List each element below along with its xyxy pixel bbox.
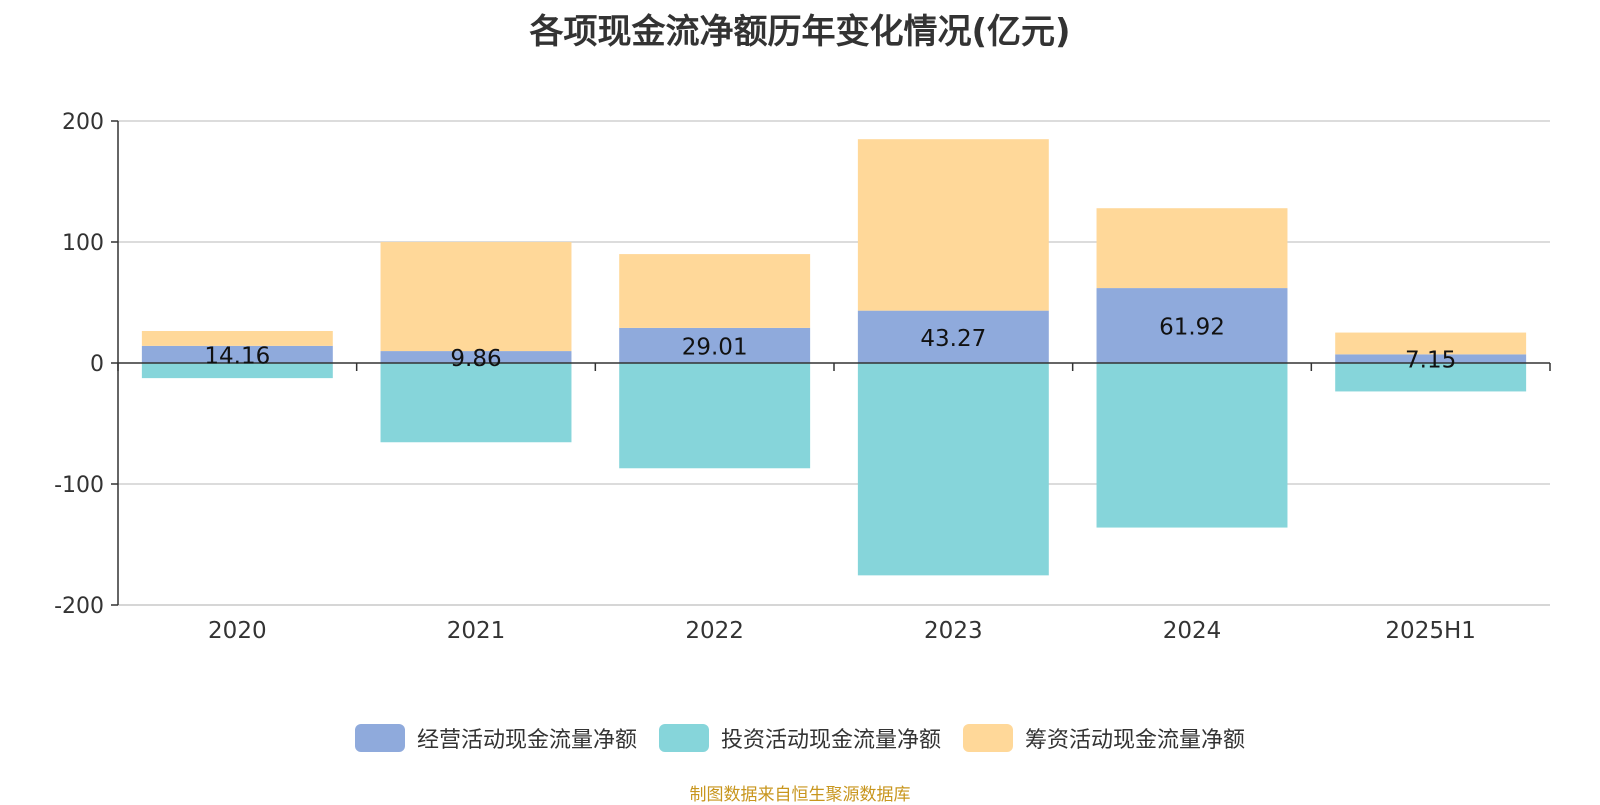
x-tick-label: 2024 <box>1163 618 1222 644</box>
chart-plot: 200 100 0 -100 -200 2020 2021 2022 2023 2024 2025H… <box>54 110 1551 644</box>
legend-label-financing: 筹资活动现金流量净额 <box>1025 728 1246 753</box>
bar-financing-2023 <box>857 139 1049 311</box>
y-tick-label: -100 <box>54 473 104 498</box>
chart-title: 各项现金流净额历年变化情况(亿元) <box>529 12 1071 52</box>
bar-financing-2020 <box>141 330 333 346</box>
x-tick-label: 2020 <box>208 618 267 644</box>
bar-financing-2024 <box>1096 208 1288 289</box>
data-label-2020: 14.16 <box>204 343 270 369</box>
data-label-2021: 9.86 <box>450 346 501 372</box>
legend-label-operating: 经营活动现金流量净额 <box>416 728 637 753</box>
legend-label-investing: 投资活动现金流量净额 <box>720 728 941 753</box>
y-tick-label: 200 <box>62 110 104 135</box>
bar-investing-2025H1 <box>1335 363 1527 392</box>
bar-financing-2025H1 <box>1335 332 1527 355</box>
bar-investing-2020 <box>141 363 333 379</box>
source-note: 制图数据来自恒生聚源数据库 <box>689 785 911 805</box>
chart-legend: 经营活动现金流量净额 投资活动现金流量净额 筹资活动现金流量净额 <box>0 722 1600 754</box>
y-tick-label: 0 <box>90 352 104 377</box>
legend-item-investing[interactable]: 投资活动现金流量净额 <box>658 722 941 754</box>
bar-investing-2021 <box>380 363 572 443</box>
legend-item-financing[interactable]: 筹资活动现金流量净额 <box>963 722 1245 754</box>
bar-operating-2020 <box>141 345 333 363</box>
data-label-2025H1: 7.15 <box>1405 348 1456 374</box>
y-tick-label: 100 <box>62 231 104 256</box>
bar-financing-2022 <box>619 254 811 328</box>
x-tick-label: 2022 <box>685 618 744 644</box>
bar-investing-2022 <box>619 363 811 469</box>
bar-operating-2025H1 <box>1335 354 1527 363</box>
legend-swatch-operating <box>354 724 405 752</box>
bar-investing-2023 <box>857 363 1049 576</box>
bar-financing-2021 <box>380 242 572 352</box>
data-label-2023: 43.27 <box>920 326 986 352</box>
x-tick-label: 2021 <box>447 618 506 644</box>
legend-swatch-financing <box>963 724 1013 752</box>
x-tick-label: 2023 <box>924 618 983 644</box>
legend-swatch-investing <box>658 724 709 752</box>
data-label-2024: 61.92 <box>1159 315 1225 341</box>
x-tick-label: 2025H1 <box>1385 618 1475 644</box>
legend-item-operating[interactable]: 经营活动现金流量净额 <box>354 722 637 754</box>
y-tick-label: -200 <box>54 594 104 619</box>
bar-operating-2022 <box>619 327 811 363</box>
bar-operating-2021 <box>380 351 572 363</box>
data-label-2022: 29.01 <box>682 334 748 360</box>
bar-operating-2023 <box>857 310 1049 363</box>
bar-operating-2024 <box>1096 288 1288 363</box>
bar-investing-2024 <box>1096 363 1288 528</box>
